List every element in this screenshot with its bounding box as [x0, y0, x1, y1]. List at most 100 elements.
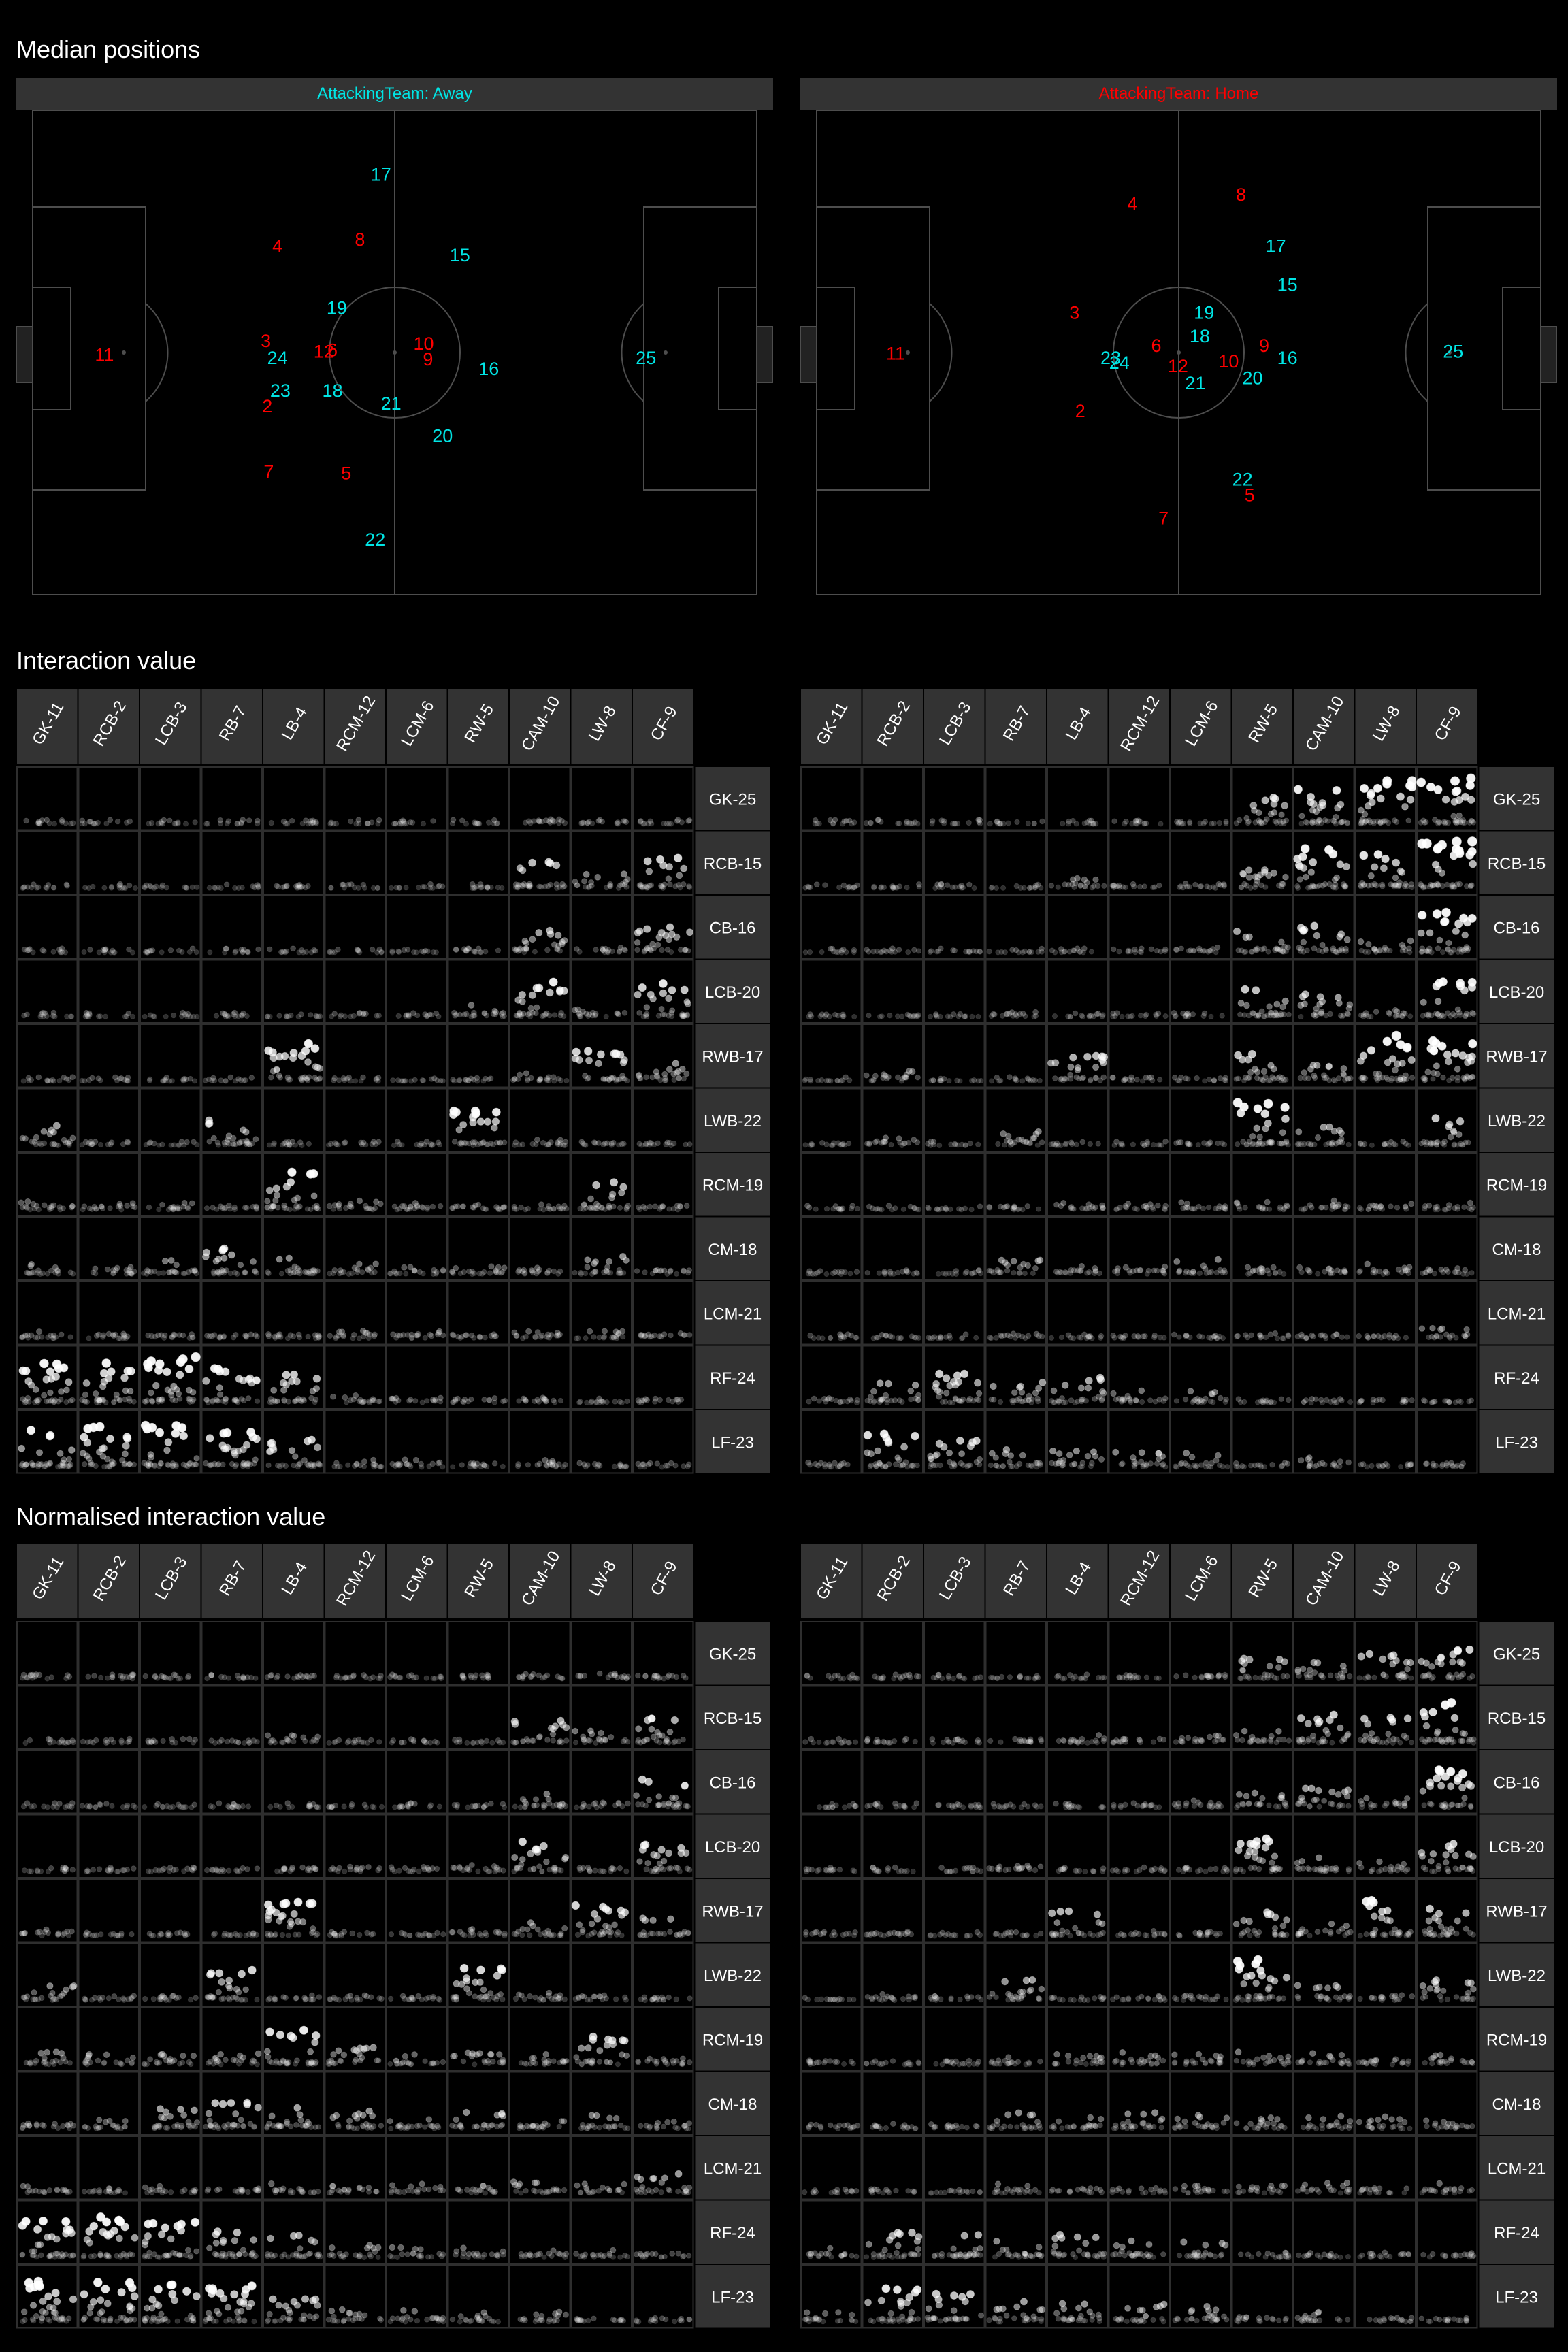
interaction-point [493, 1267, 499, 1273]
interaction-point [191, 1139, 197, 1145]
interaction-cell [324, 1409, 386, 1474]
interaction-point [413, 1332, 419, 1339]
interaction-point [433, 949, 440, 956]
interaction-point [666, 923, 674, 932]
interaction-point [1122, 1333, 1128, 1339]
interaction-point [69, 1204, 75, 1211]
interaction-point [1036, 1333, 1042, 1339]
interaction-point [536, 1078, 542, 1084]
interaction-point [282, 949, 289, 956]
interaction-point [512, 946, 518, 952]
interaction-point [614, 820, 620, 826]
interaction-point [409, 819, 416, 826]
interaction-point [594, 1205, 600, 1211]
interaction-point [481, 1010, 488, 1017]
interaction-point [1173, 1013, 1179, 1019]
interaction-point [32, 1386, 39, 1393]
interaction-point [527, 1004, 534, 1012]
interaction-point [238, 947, 245, 953]
interaction-point [169, 1268, 176, 1274]
interaction-point [521, 949, 527, 956]
interaction-point [585, 819, 591, 826]
player-label: 25 [636, 348, 656, 368]
interaction-point [545, 1074, 552, 1080]
interaction-point [536, 817, 542, 823]
interaction-point [129, 1200, 136, 1207]
interaction-point [511, 1203, 518, 1210]
column-header: LCM-6 [387, 689, 447, 764]
interaction-cell [924, 830, 985, 895]
interaction-point [1310, 1333, 1316, 1340]
interaction-point [176, 1206, 182, 1212]
interaction-point [1360, 784, 1369, 793]
interaction-point [477, 881, 484, 887]
interaction-point [654, 1074, 661, 1080]
interaction-point [350, 1332, 357, 1338]
interaction-point [146, 1140, 152, 1146]
interaction-cell [447, 1216, 509, 1281]
interaction-point [475, 945, 482, 952]
interaction-point [491, 1117, 500, 1126]
interaction-point [501, 1264, 508, 1271]
interaction-point [315, 1206, 321, 1212]
interaction-point [934, 949, 940, 955]
interaction-point [90, 1269, 97, 1275]
interaction-point [478, 884, 485, 890]
interaction-point [79, 1077, 85, 1083]
interaction-point [412, 1268, 418, 1274]
interaction-point [299, 883, 306, 890]
interaction-point [877, 1013, 883, 1019]
interaction-point [1019, 1207, 1026, 1213]
interaction-point [244, 1139, 250, 1145]
interaction-point [1039, 949, 1045, 955]
interaction-point [180, 1077, 186, 1083]
interaction-point [31, 1139, 37, 1145]
interaction-point [655, 934, 663, 941]
interaction-point [672, 1060, 680, 1068]
interaction-point [161, 1257, 169, 1264]
interaction-point [597, 1050, 605, 1059]
row-header: CB-16 [695, 896, 770, 959]
interaction-point [519, 1141, 526, 1147]
interaction-point [1267, 811, 1275, 817]
interaction-point [331, 1011, 338, 1017]
interaction-cell [862, 1281, 924, 1345]
interaction-point [887, 947, 894, 954]
interaction-point [360, 1011, 367, 1017]
interaction-point [822, 882, 828, 888]
interaction-point [19, 1204, 26, 1211]
interaction-point [69, 1013, 75, 1019]
interaction-point [288, 1447, 296, 1454]
interaction-point [345, 881, 352, 888]
interaction-point [299, 821, 306, 827]
interaction-cell [324, 895, 386, 960]
interaction-point [648, 947, 655, 953]
interaction-point [123, 1271, 130, 1277]
interaction-point [1000, 1204, 1007, 1211]
interaction-point [420, 884, 426, 890]
interaction-point [1356, 1333, 1362, 1339]
interaction-point [683, 998, 691, 1006]
interaction-point [48, 1205, 54, 1211]
interaction-point [144, 948, 150, 955]
interaction-point [838, 947, 845, 953]
interaction-point [1077, 882, 1084, 889]
interaction-point [125, 1078, 131, 1084]
interaction-point [99, 1203, 105, 1210]
interaction-point [39, 1270, 46, 1277]
interaction-point [884, 1379, 892, 1388]
interaction-point [450, 1464, 456, 1470]
interaction-point [527, 820, 534, 826]
interaction-point [517, 1011, 523, 1017]
interaction-point [335, 1142, 341, 1148]
interaction-point [1318, 1011, 1325, 1017]
interaction-point [69, 1396, 76, 1403]
interaction-point [906, 820, 913, 826]
interaction-point [947, 1399, 953, 1405]
interaction-point [589, 1205, 595, 1211]
interaction-point [1428, 1036, 1438, 1046]
interaction-point [236, 1140, 243, 1147]
interaction-point [620, 818, 627, 824]
interaction-point [854, 1396, 860, 1403]
interaction-point [593, 947, 599, 953]
